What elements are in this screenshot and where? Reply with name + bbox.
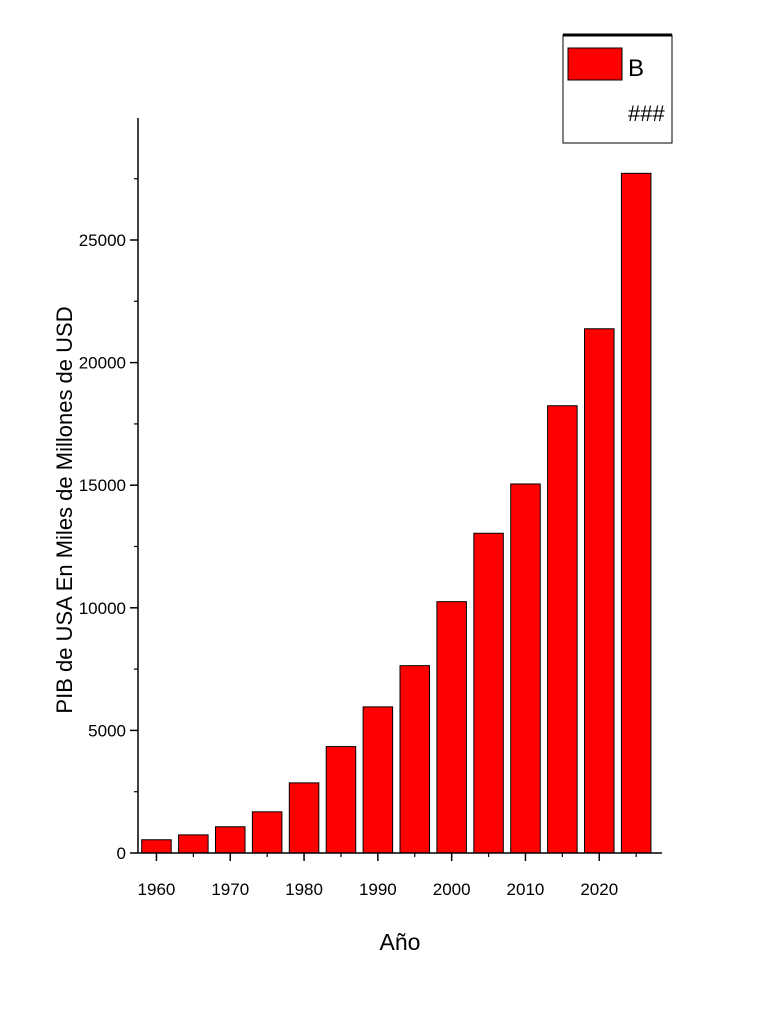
y-axis-ticks: 0 5000 10000 15000 20000 25000 [79,178,138,863]
bar-2010 [510,483,541,854]
legend-label-b: B [628,55,644,82]
x-tick-label: 1970 [211,880,249,899]
x-tick-label: 1990 [359,880,397,899]
legend: B ### [562,33,673,144]
y-tick-label: 10000 [79,599,126,618]
bar-2015 [547,405,578,854]
bar-2000 [436,601,467,854]
bar-1965 [178,834,209,854]
x-tick-label: 2020 [580,880,618,899]
x-tick-label: 1960 [138,880,176,899]
bar-2020 [584,328,615,854]
bar-1975 [251,811,283,854]
x-tick-label: 1980 [285,880,323,899]
x-axis-title: Año [380,929,421,955]
bar-1980 [288,782,320,854]
bar-1960 [141,839,172,854]
y-axis-title: PIB de USA En Miles de Millones de USD [52,306,77,713]
x-axis-ticks: 1960 1970 1980 1990 2000 2010 2020 [138,853,637,899]
x-tick-label: 2010 [507,880,545,899]
bar-1970 [214,826,246,854]
bar-1995 [399,665,431,854]
legend-swatch-b [567,47,623,81]
y-tick-label: 20000 [79,354,126,373]
bar-2005 [473,532,504,854]
y-tick-label: 5000 [88,721,126,740]
y-tick-label: 15000 [79,476,126,495]
y-tick-label: 0 [117,844,126,863]
x-tick-label: 2000 [433,880,471,899]
legend-label-extra: ### [628,101,665,126]
y-tick-label: 25000 [79,231,126,250]
bar-1990 [362,706,394,854]
bar-1985 [325,746,357,854]
bar-group [141,172,652,854]
bar-2025 [620,172,652,854]
